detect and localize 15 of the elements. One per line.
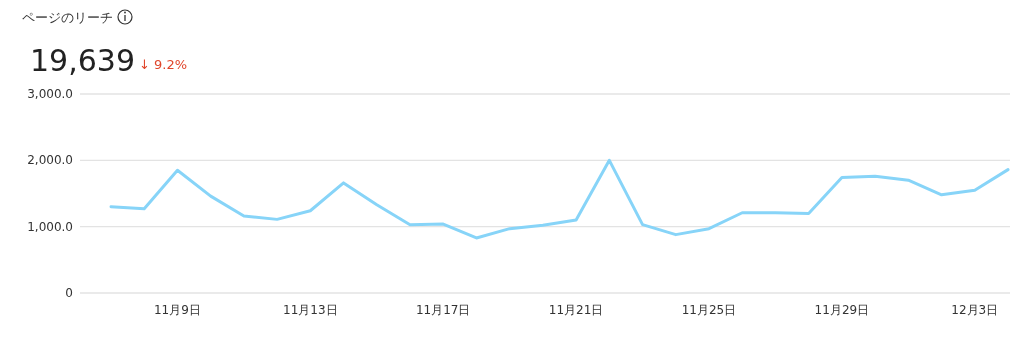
text: ↓ 9.2% — [139, 57, 188, 72]
x-tick-label: 11月9日 — [153, 303, 201, 317]
line-series — [109, 158, 1010, 240]
text: 19,639 — [30, 43, 135, 78]
x-tick-label: 11月17日 — [415, 303, 471, 317]
y-tick-label: 1,000.0 — [27, 219, 73, 234]
y-tick-label: 2,000.0 — [27, 153, 73, 168]
x-tick-label: 11月13日 — [283, 303, 338, 317]
x-tick-label: 12月3日 — [951, 303, 999, 317]
x-tick-label: 11月21日 — [548, 303, 604, 317]
chart-title: ページのリーチ — [22, 10, 113, 25]
x-tick-label: 11月29日 — [814, 303, 870, 317]
y-tick-label: 0 — [65, 286, 73, 300]
x-tick-label: 11月25日 — [681, 303, 737, 317]
y-tick-label: 3,000.0 — [27, 87, 73, 101]
